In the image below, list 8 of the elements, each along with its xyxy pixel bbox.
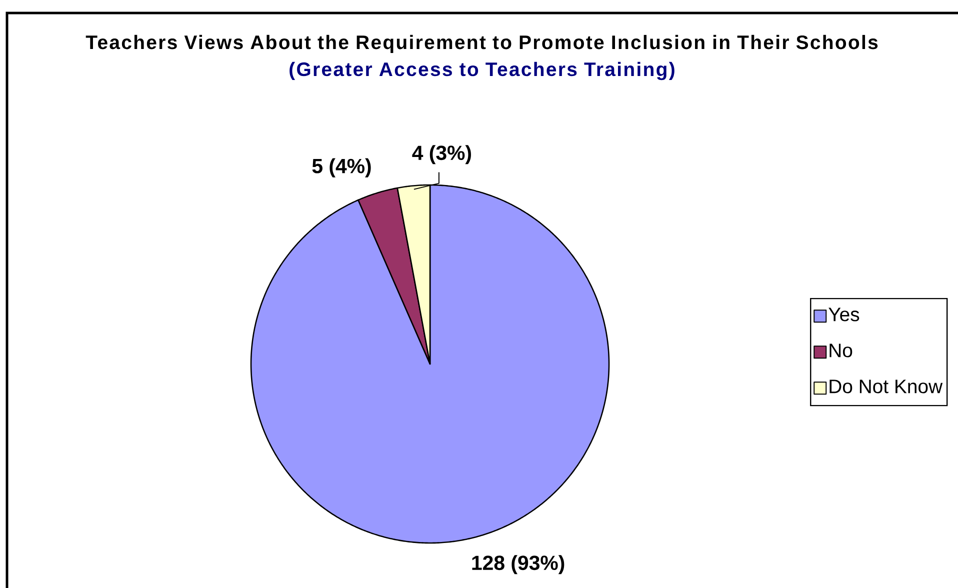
data-label: 5 (4%) bbox=[312, 158, 371, 178]
data-label: 4 (3%) bbox=[412, 145, 471, 164]
legend-label: Yes bbox=[828, 308, 860, 322]
chart-subtitle: (Greater Access to Teachers Training) bbox=[290, 62, 674, 80]
legend-label: No bbox=[830, 344, 852, 358]
chart-title: Teachers Views About the Requirement to Promote Inclusion in Their Schools bbox=[86, 34, 878, 54]
data-label: 128 (93%) bbox=[472, 555, 564, 574]
legend-label: Do Not Know bbox=[830, 380, 943, 394]
